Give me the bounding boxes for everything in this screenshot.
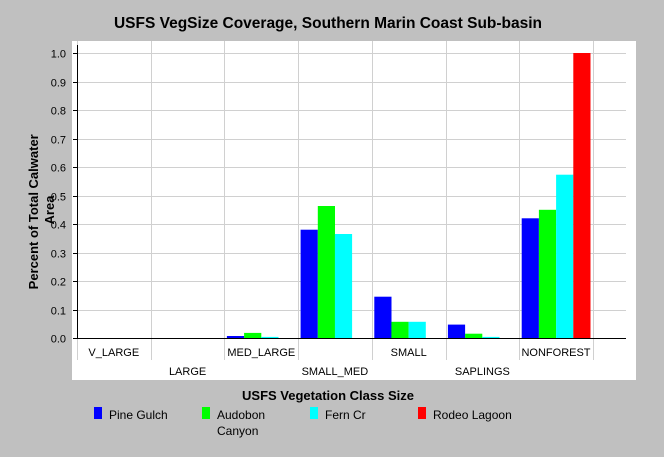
bar (408, 321, 426, 338)
x-tick-label: SMALL_MED (302, 366, 369, 378)
bar (521, 218, 539, 338)
legend: Pine Gulch Audobon Canyon Fern Cr Rodeo Lago… (94, 407, 512, 438)
axes (73, 45, 626, 339)
y-tick-label: 1.0 (51, 49, 66, 61)
y-tick-label: 0.0 (51, 334, 66, 346)
legend-swatch (310, 407, 318, 419)
y-axis-title: Percent of Total Calwater Area (26, 131, 57, 290)
y-axis-title-line-2: Area (42, 195, 57, 225)
bar (300, 229, 318, 338)
y-tick-label: 0.3 (51, 249, 66, 261)
y-axis-title-line-1: Percent of Total Calwater (26, 134, 41, 289)
legend-swatch (418, 407, 426, 419)
x-tick-labels: V_LARGE LARGE MED_LARGE SMALL_MED SMALL SAPLI… (88, 347, 590, 378)
legend-label: Fern Cr (325, 408, 366, 422)
legend-label: Audobon (217, 408, 265, 422)
bar (391, 321, 409, 338)
y-tick-label: 0.8 (51, 106, 66, 118)
bar (334, 234, 353, 338)
bar (244, 332, 262, 338)
bar (447, 324, 466, 338)
legend-swatch (94, 407, 102, 419)
y-tick-label: 0.4 (51, 220, 66, 232)
bar (226, 336, 245, 338)
x-tick-label: MED_LARGE (227, 347, 295, 359)
bar (317, 206, 335, 338)
x-axis-title: USFS Vegetation Class Size (242, 388, 414, 403)
legend-label: Canyon (217, 424, 258, 438)
y-tick-label: 0.5 (51, 192, 66, 204)
bar (465, 333, 483, 338)
y-tick-label: 0.9 (51, 78, 66, 90)
y-tick-label: 0.2 (51, 277, 66, 289)
y-tick-label: 0.1 (51, 306, 66, 318)
bar (538, 209, 557, 339)
legend-label: Pine Gulch (109, 408, 168, 422)
y-tick-labels: 0.0 0.1 0.2 0.3 0.4 0.5 0.6 0.7 0.8 0.9 1.0 (51, 49, 66, 346)
gridlines (77, 41, 626, 360)
bar (556, 174, 574, 338)
legend-swatch (202, 407, 210, 419)
bar (261, 336, 279, 338)
bar (573, 53, 591, 338)
x-tick-label: LARGE (169, 366, 206, 378)
bar (482, 336, 500, 338)
bars (226, 53, 591, 339)
legend-label: Rodeo Lagoon (433, 408, 512, 422)
x-tick-label: SAPLINGS (455, 366, 510, 378)
x-tick-label: NONFOREST (521, 347, 590, 359)
x-tick-label: SMALL (391, 347, 427, 359)
x-tick-label: V_LARGE (88, 347, 139, 359)
y-tick-label: 0.7 (51, 135, 66, 147)
chart-title: USFS VegSize Coverage, Southern Marin Co… (114, 15, 542, 32)
bar (374, 296, 392, 338)
y-tick-label: 0.6 (51, 163, 66, 175)
